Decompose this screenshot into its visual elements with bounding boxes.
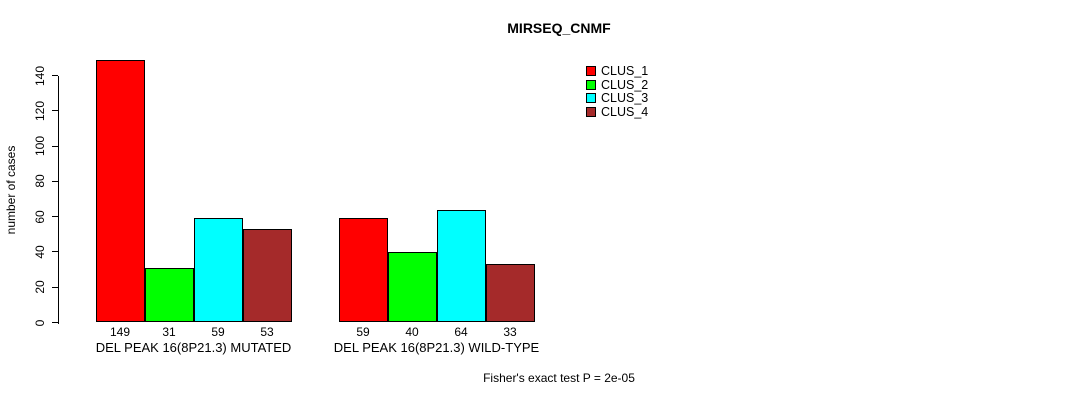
y-axis-tick-label: 0 <box>33 319 47 326</box>
legend-swatch-clus_4 <box>586 106 596 117</box>
chart-title: MIRSEQ_CNMF <box>507 20 611 36</box>
bar-clus_4-group2 <box>485 264 535 323</box>
bar-clus_3-group1 <box>193 218 243 323</box>
y-axis-tick <box>51 145 58 147</box>
y-axis-tick-label: 80 <box>33 174 47 189</box>
y-axis-tick <box>51 216 58 218</box>
group-label: DEL PEAK 16(8P21.3) WILD-TYPE <box>333 340 540 355</box>
bar-clus_2-group1 <box>144 267 194 323</box>
legend-label: CLUS_1 <box>601 64 649 78</box>
bar-value-label: 33 <box>503 325 517 339</box>
bar-value-label: 40 <box>405 325 419 339</box>
y-axis-line <box>57 75 59 324</box>
y-axis-tick <box>51 75 58 76</box>
y-axis-title: number of cases <box>4 145 18 235</box>
y-axis-tick <box>51 286 58 288</box>
y-axis-tick <box>51 322 58 323</box>
y-axis-tick-label: 40 <box>33 245 47 259</box>
y-axis-tick-label: 140 <box>33 65 47 86</box>
y-axis-tick <box>51 110 58 112</box>
bar-value-label: 149 <box>109 325 131 339</box>
bar-clus_4-group1 <box>242 228 292 323</box>
group-label: DEL PEAK 16(8P21.3) MUTATED <box>95 340 292 355</box>
legend-label: CLUS_4 <box>601 104 649 119</box>
bar-value-label: 53 <box>260 325 274 339</box>
legend-swatch-clus_2 <box>586 79 596 90</box>
y-axis-tick-label: 60 <box>33 209 47 224</box>
legend-label: CLUS_3 <box>601 91 649 105</box>
y-axis-tick <box>51 251 58 253</box>
legend-swatch-clus_1 <box>586 66 596 76</box>
bar-clus_1-group1 <box>95 59 145 323</box>
fisher-test-caption: Fisher's exact test P = 2e-05 <box>483 371 635 385</box>
legend-label: CLUS_2 <box>601 77 649 92</box>
bar-value-label: 31 <box>162 325 176 339</box>
bar-clus_1-group2 <box>338 218 388 323</box>
bar-value-label: 59 <box>356 325 370 339</box>
y-axis-tick <box>51 180 58 182</box>
y-axis-tick-label: 120 <box>33 100 47 121</box>
bar-clus_2-group2 <box>387 251 437 323</box>
y-axis-tick-label: 20 <box>33 280 47 294</box>
bar-value-label: 64 <box>454 325 468 339</box>
y-axis-tick-label: 100 <box>33 136 47 157</box>
legend-swatch-clus_3 <box>586 93 596 103</box>
bar-clus_3-group2 <box>436 209 486 323</box>
bar-value-label: 59 <box>211 325 225 339</box>
